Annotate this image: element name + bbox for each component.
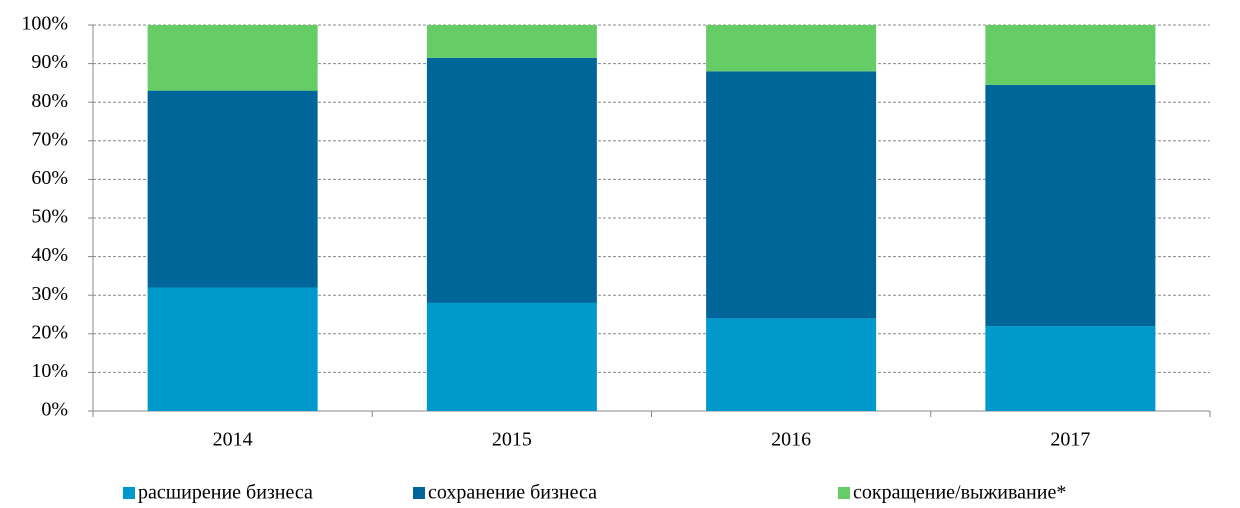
bar-segment — [147, 90, 318, 288]
y-tick-label: 50% — [31, 206, 68, 228]
bar-segment — [985, 25, 1156, 85]
bar-segment — [985, 84, 1156, 327]
bar-segment — [706, 318, 877, 411]
y-tick-label: 30% — [31, 283, 68, 305]
bar-segment — [426, 25, 597, 58]
y-tick-label: 90% — [31, 51, 68, 73]
y-tick-label: 70% — [31, 128, 68, 150]
legend-label: расширение бизнеса — [138, 482, 313, 504]
bar-segment — [147, 25, 318, 91]
y-tick-label: 0% — [41, 399, 68, 421]
bar-segment — [706, 71, 877, 319]
bar-segment — [426, 302, 597, 411]
y-tick-label: 40% — [31, 244, 68, 266]
y-tick-label: 10% — [31, 360, 68, 382]
y-tick-label: 100% — [21, 13, 68, 35]
y-tick-label: 60% — [31, 167, 68, 189]
x-tick-label: 2016 — [771, 429, 811, 451]
legend-label: сокращение/выживание* — [853, 482, 1066, 504]
bar-segment — [147, 287, 318, 411]
y-tick-label: 80% — [31, 90, 68, 112]
x-tick-label: 2014 — [213, 429, 253, 451]
legend-label: сохранение бизнеса — [428, 482, 597, 504]
y-tick-label: 20% — [31, 321, 68, 343]
legend-swatch — [123, 487, 135, 499]
x-tick-label: 2017 — [1050, 429, 1090, 451]
x-tick-label: 2015 — [492, 429, 532, 451]
legend-swatch — [838, 487, 850, 499]
bar-segment — [426, 57, 597, 303]
legend-swatch — [413, 487, 425, 499]
bar-segment — [706, 25, 877, 72]
bar-segment — [985, 326, 1156, 411]
